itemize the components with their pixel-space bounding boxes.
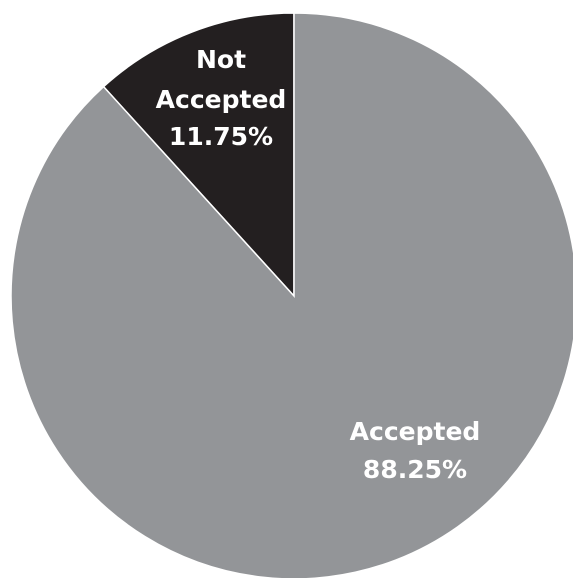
- slices-layer: [10, 12, 573, 578]
- pie-label-not-accepted-value: 11.75%: [169, 122, 273, 151]
- pie-label-not-accepted-name-1: Accepted: [156, 85, 287, 114]
- labels-layer: Not Accepted 11.75% Accepted 88.25%: [156, 45, 481, 484]
- pie-label-not-accepted-name-0: Not: [196, 45, 246, 74]
- pie-slice-not-accepted: [102, 12, 295, 298]
- pie-slice-accepted: [10, 12, 573, 578]
- pie-label-accepted-name-0: Accepted: [350, 417, 481, 446]
- pie-label-accepted-value: 88.25%: [363, 455, 467, 484]
